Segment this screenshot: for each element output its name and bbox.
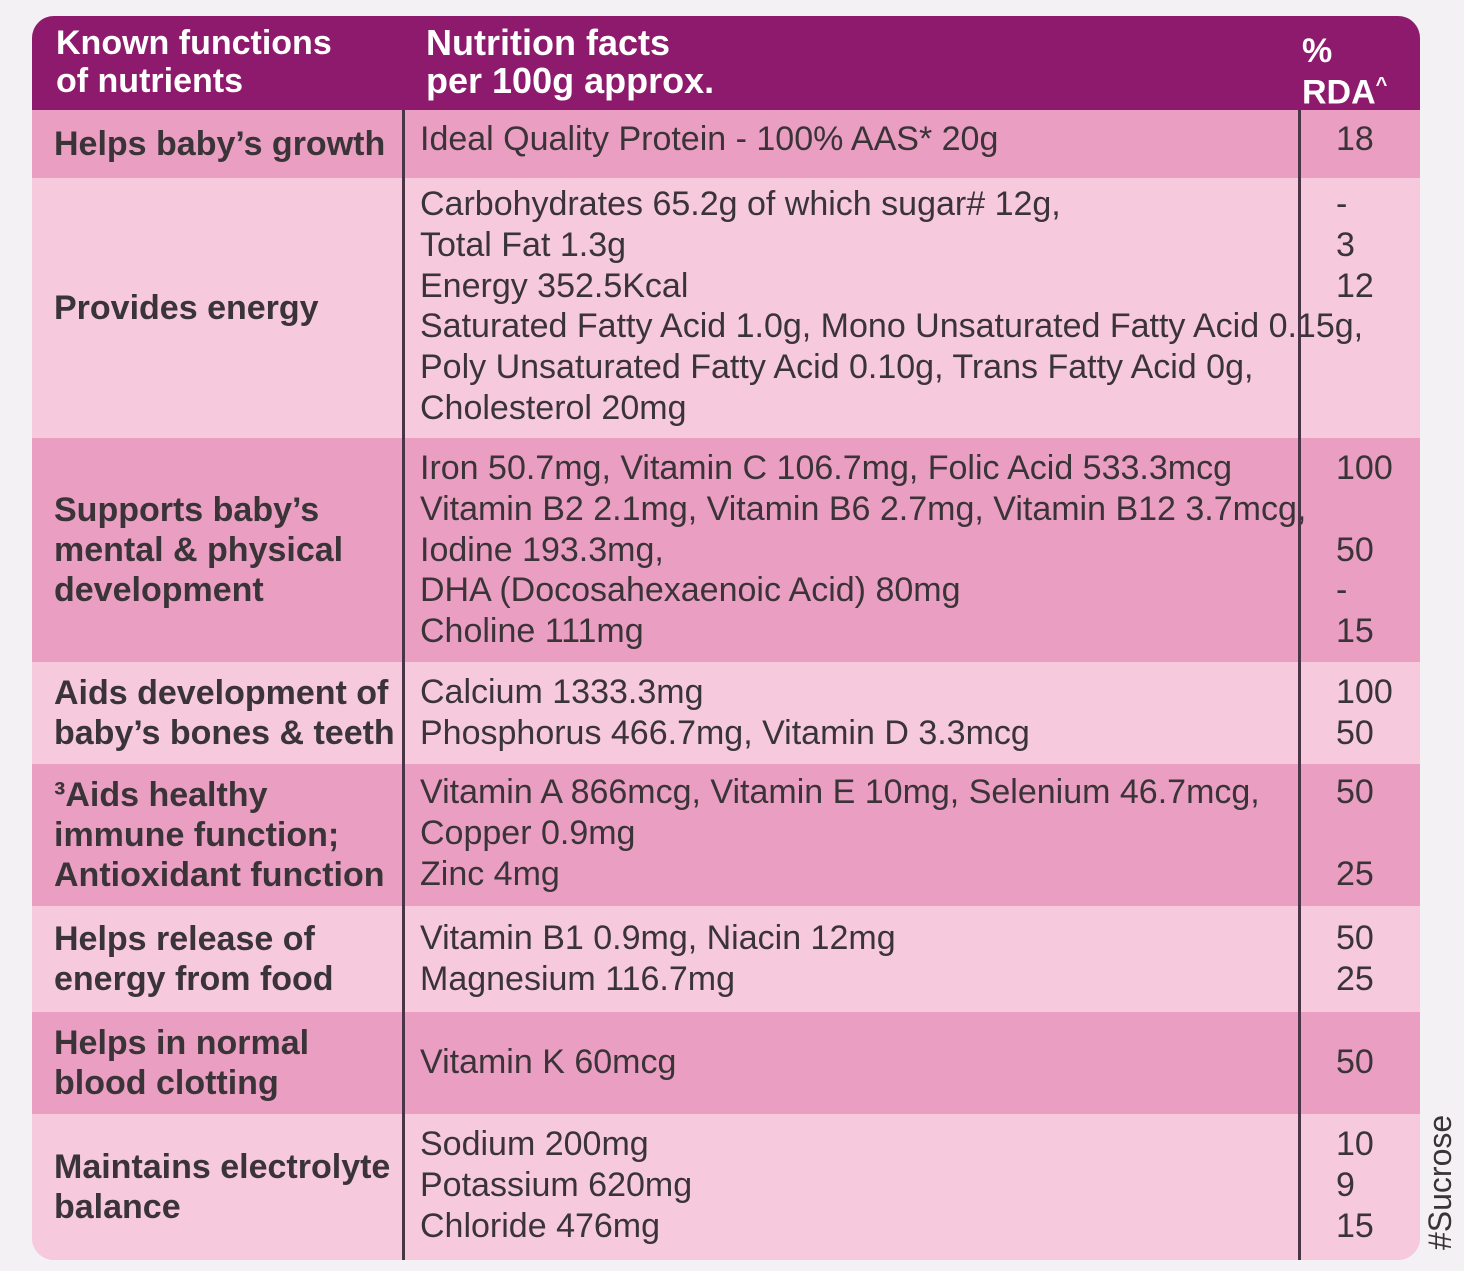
fact-line: Vitamin K 60mcg: [420, 1043, 677, 1081]
row-rda: 10 9 15: [1302, 1124, 1418, 1246]
row-function: Maintains electrolyte balance: [54, 1148, 391, 1226]
header-rda-label: RDA: [1302, 73, 1376, 112]
table-row: Helps release of energy from food Vitami…: [32, 906, 1420, 1012]
row-rda: 18: [1302, 119, 1418, 160]
table-row: Helps in normal blood clotting Vitamin K…: [32, 1012, 1420, 1114]
fact-line: Calcium 1333.3mg: [420, 673, 704, 711]
column-divider: [402, 110, 405, 1260]
fact-line: DHA (Docosahexaenoic Acid) 80mg: [420, 571, 961, 610]
row-function: Helps release of energy from food: [54, 920, 334, 998]
header-functions-line2: of nutrients: [56, 62, 243, 100]
table-row: Provides energy Carbohydrates 65.2g of w…: [32, 178, 1420, 438]
header-rda-percent: %: [1302, 32, 1333, 70]
row-facts: Calcium 1333.3mg Phosphorus 466.7mg, Vit…: [420, 672, 1300, 754]
row-function: Provides energy: [54, 289, 319, 327]
row-function: Aids development of baby’s bones & teeth: [54, 674, 395, 752]
row-function: ³Aids healthy immune function; Antioxida…: [54, 776, 385, 894]
table-row: ³Aids healthy immune function; Antioxida…: [32, 764, 1420, 906]
row-function: Supports baby’s mental & physical develo…: [54, 491, 344, 609]
header-facts-line2: per 100g approx.: [426, 60, 715, 101]
table-row: Maintains electrolyte balance Sodium 200…: [32, 1114, 1420, 1260]
header-functions-line1: Known functions: [56, 24, 332, 62]
row-function: Helps baby’s growth: [54, 125, 386, 163]
row-facts: Carbohydrates 65.2g of which sugar# 12g,…: [420, 184, 1364, 429]
header-rda-line2: RDA^: [1302, 68, 1412, 109]
fact-line: Iodine 193.3mg,: [420, 530, 664, 569]
rda-value: 50: [1336, 1043, 1374, 1081]
row-rda: 100 50 - 15: [1302, 448, 1418, 652]
fact-line: Sodium 200mg: [420, 1125, 649, 1163]
rda-value: 100: [1336, 449, 1393, 487]
rda-value: 15: [1336, 612, 1374, 651]
fact-line: Vitamin A 866mcg, Vitamin E 10mg, Seleni…: [420, 773, 1260, 811]
row-facts: Sodium 200mg Potassium 620mg Chloride 47…: [420, 1124, 1300, 1246]
fact-line: Magnesium 116.7mg: [420, 959, 735, 998]
row-rda: 50: [1302, 1042, 1418, 1083]
fact-line: Copper 0.9mg: [420, 813, 636, 852]
rda-value: [1302, 813, 1418, 854]
row-function: Helps in normal blood clotting: [54, 1024, 310, 1102]
row-rda: 50 25: [1302, 918, 1418, 1000]
fact-line: Saturated Fatty Acid 1.0g, Mono Unsatura…: [420, 307, 1364, 346]
rda-value: -: [1336, 185, 1348, 223]
fact-line: Potassium 620mg: [420, 1165, 693, 1204]
row-facts: Vitamin B1 0.9mg, Niacin 12mg Magnesium …: [420, 918, 1300, 1000]
rda-value: 18: [1336, 120, 1374, 158]
sucrose-note: #Sucrose: [1422, 1114, 1458, 1250]
rda-value: 50: [1336, 773, 1374, 811]
rda-value: -: [1336, 571, 1348, 610]
fact-line: Choline 111mg: [420, 612, 644, 651]
rda-value: 100: [1336, 673, 1393, 711]
rda-value: [1302, 489, 1418, 530]
fact-line: Vitamin B2 2.1mg, Vitamin B6 2.7mg, Vita…: [420, 489, 1307, 528]
rda-value: 25: [1336, 959, 1374, 998]
fact-line: Chloride 476mg: [420, 1206, 661, 1245]
table-header: Known functions of nutrients Nutrition f…: [32, 16, 1420, 110]
row-facts: Ideal Quality Protein - 100% AAS* 20g: [420, 119, 1300, 160]
rda-value: 50: [1336, 530, 1374, 569]
row-facts: Vitamin A 866mcg, Vitamin E 10mg, Seleni…: [420, 772, 1300, 894]
fact-line: Total Fat 1.3g: [420, 225, 627, 264]
header-facts-line1: Nutrition facts: [426, 22, 671, 63]
fact-line: Energy 352.5Kcal: [420, 266, 689, 305]
header-rda-caret: ^: [1375, 74, 1388, 96]
nutrition-table: Known functions of nutrients Nutrition f…: [32, 16, 1420, 1260]
fact-line: Poly Unsaturated Fatty Acid 0.10g, Trans…: [420, 348, 1254, 387]
table-row: Supports baby’s mental & physical develo…: [32, 438, 1420, 662]
rda-value: 3: [1336, 225, 1355, 264]
rda-value: 25: [1336, 854, 1374, 893]
fact-line: Ideal Quality Protein - 100% AAS* 20g: [420, 120, 999, 158]
row-facts: Vitamin K 60mcg: [420, 1042, 1300, 1083]
row-facts: Iron 50.7mg, Vitamin C 106.7mg, Folic Ac…: [420, 448, 1307, 652]
column-divider: [1298, 110, 1301, 1260]
header-functions: Known functions of nutrients: [56, 24, 416, 100]
rda-value: 50: [1336, 919, 1374, 957]
fact-line: Zinc 4mg: [420, 854, 560, 893]
rda-value: 15: [1336, 1206, 1374, 1245]
row-rda: 100 50: [1302, 672, 1418, 754]
fact-line: Iron 50.7mg, Vitamin C 106.7mg, Folic Ac…: [420, 449, 1232, 487]
fact-line: Phosphorus 466.7mg, Vitamin D 3.3mcg: [420, 713, 1030, 752]
fact-line: Cholesterol 20mg: [420, 388, 687, 427]
table-row: Helps baby’s growth Ideal Quality Protei…: [32, 110, 1420, 178]
fact-line: Carbohydrates 65.2g of which sugar# 12g,: [420, 185, 1061, 223]
fact-line: Vitamin B1 0.9mg, Niacin 12mg: [420, 919, 896, 957]
rda-value: 50: [1336, 713, 1374, 752]
header-rda: % RDA^: [1302, 34, 1412, 109]
rda-value: 12: [1336, 266, 1374, 305]
table-row: Aids development of baby’s bones & teeth…: [32, 662, 1420, 764]
row-rda: - 3 12: [1302, 184, 1418, 306]
header-facts: Nutrition facts per 100g approx.: [426, 24, 1226, 100]
row-rda: 50 25: [1302, 772, 1418, 894]
rda-value: 10: [1336, 1125, 1374, 1163]
rda-value: 9: [1336, 1165, 1355, 1204]
